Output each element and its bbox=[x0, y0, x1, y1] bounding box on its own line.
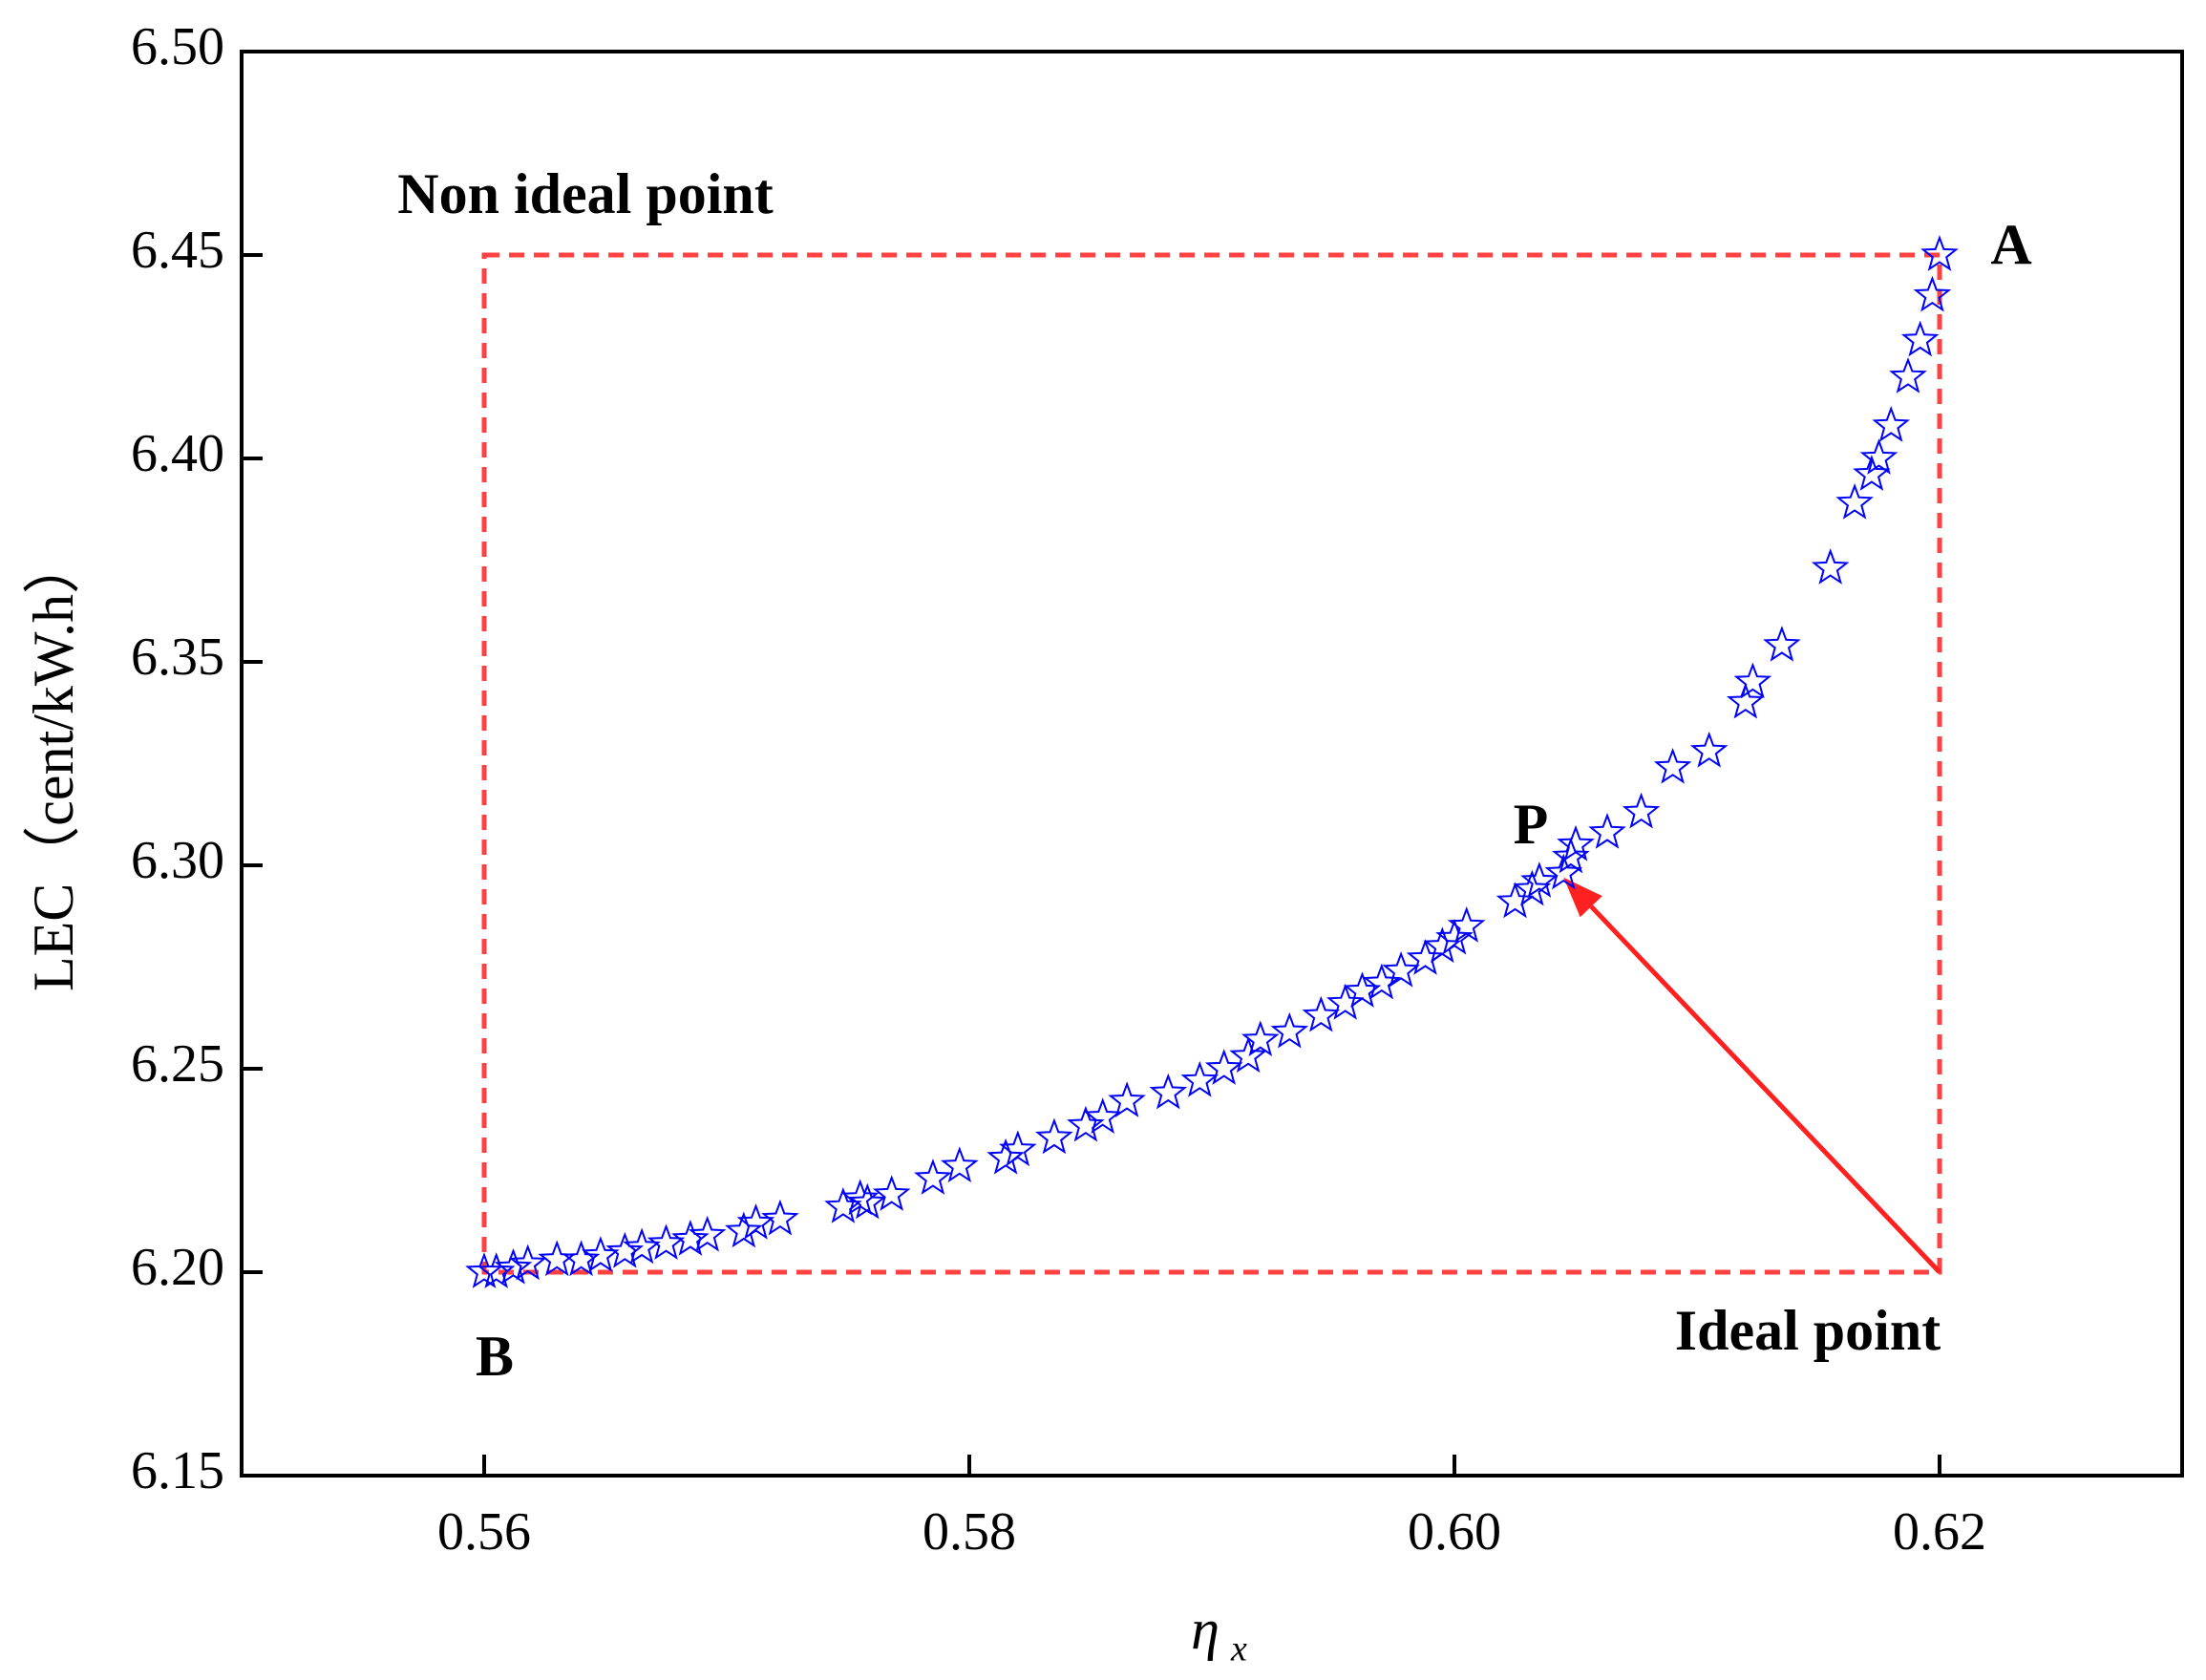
data-point bbox=[1900, 320, 1940, 357]
annotation: Ideal point bbox=[1675, 1299, 1941, 1362]
data-point bbox=[1382, 950, 1420, 988]
data-point bbox=[1689, 731, 1729, 768]
data-point bbox=[914, 1159, 952, 1195]
data-point bbox=[986, 1138, 1025, 1175]
data-point bbox=[824, 1186, 862, 1223]
data-point bbox=[1622, 792, 1661, 829]
data-point bbox=[761, 1199, 799, 1236]
annotation: Non ideal point bbox=[397, 162, 773, 225]
y-tick-label: 6.35 bbox=[131, 627, 224, 687]
data-point bbox=[1557, 824, 1595, 861]
data-point bbox=[1763, 626, 1801, 662]
data-point bbox=[1920, 235, 1959, 271]
data-point bbox=[1653, 747, 1692, 784]
y-tick-label: 6.20 bbox=[131, 1238, 224, 1297]
plot-frame bbox=[240, 50, 2184, 1478]
x-tick-label: 0.58 bbox=[923, 1502, 1016, 1562]
data-point bbox=[1363, 963, 1401, 1000]
data-point bbox=[1889, 356, 1927, 393]
x-tick-label: 0.56 bbox=[437, 1502, 531, 1562]
data-point bbox=[1588, 813, 1626, 849]
data-point bbox=[1180, 1060, 1220, 1097]
data-point bbox=[477, 1252, 516, 1288]
data-point bbox=[1406, 939, 1445, 975]
data-point bbox=[1495, 882, 1535, 919]
data-point bbox=[1326, 983, 1365, 1020]
data-point bbox=[1035, 1117, 1073, 1155]
data-point bbox=[1913, 275, 1952, 312]
reference-box bbox=[481, 252, 1942, 1275]
data-point bbox=[671, 1220, 710, 1256]
data-point bbox=[1302, 995, 1341, 1032]
y-tick-label: 6.45 bbox=[131, 221, 224, 280]
arrow-line bbox=[1589, 904, 1941, 1274]
data-point bbox=[1204, 1049, 1243, 1085]
data-point bbox=[998, 1130, 1037, 1167]
data-point bbox=[848, 1182, 887, 1220]
x-tick-label: 0.62 bbox=[1893, 1502, 1986, 1562]
y-tick-label: 6.40 bbox=[131, 424, 224, 483]
data-point bbox=[1270, 1011, 1309, 1049]
x-axis-label-subscript: x bbox=[1230, 1629, 1247, 1669]
data-point bbox=[1435, 918, 1474, 955]
data-point bbox=[465, 1252, 503, 1288]
data-point bbox=[1726, 682, 1765, 719]
data-point bbox=[736, 1203, 775, 1240]
data-point bbox=[508, 1244, 547, 1281]
data-point bbox=[562, 1240, 601, 1277]
data-point bbox=[940, 1146, 979, 1183]
data-point bbox=[1835, 483, 1874, 520]
annotation: A bbox=[1990, 213, 2031, 276]
data-point bbox=[872, 1175, 911, 1211]
y-axis-label: LEC（cent/kW.h） bbox=[22, 537, 85, 991]
data-point bbox=[1733, 662, 1772, 699]
data-point bbox=[1447, 906, 1486, 943]
y-tick-label: 6.25 bbox=[131, 1034, 224, 1094]
data-point bbox=[1859, 438, 1898, 475]
annotation: P bbox=[1514, 793, 1549, 856]
data-point bbox=[1423, 926, 1462, 964]
data-point bbox=[1149, 1073, 1188, 1110]
data-point bbox=[1513, 869, 1552, 906]
data-point bbox=[688, 1215, 727, 1252]
y-tick-label: 6.15 bbox=[131, 1441, 224, 1500]
data-point bbox=[1811, 548, 1850, 585]
data-point bbox=[1067, 1105, 1105, 1142]
data-point bbox=[1229, 1036, 1267, 1074]
data-point bbox=[1083, 1097, 1122, 1135]
annotation: B bbox=[476, 1325, 514, 1388]
data-point bbox=[1520, 861, 1559, 898]
data-point bbox=[647, 1223, 686, 1261]
x-tick-label: 0.60 bbox=[1408, 1502, 1501, 1562]
y-tick-label: 6.30 bbox=[131, 831, 224, 890]
data-point bbox=[1241, 1020, 1280, 1057]
y-tick-label: 6.50 bbox=[131, 17, 224, 76]
data-point bbox=[494, 1247, 533, 1285]
data-point bbox=[1108, 1081, 1146, 1117]
x-axis-label: η bbox=[1191, 1598, 1220, 1661]
data-point bbox=[724, 1211, 763, 1248]
data-point bbox=[605, 1231, 645, 1268]
data-point bbox=[1872, 406, 1910, 442]
